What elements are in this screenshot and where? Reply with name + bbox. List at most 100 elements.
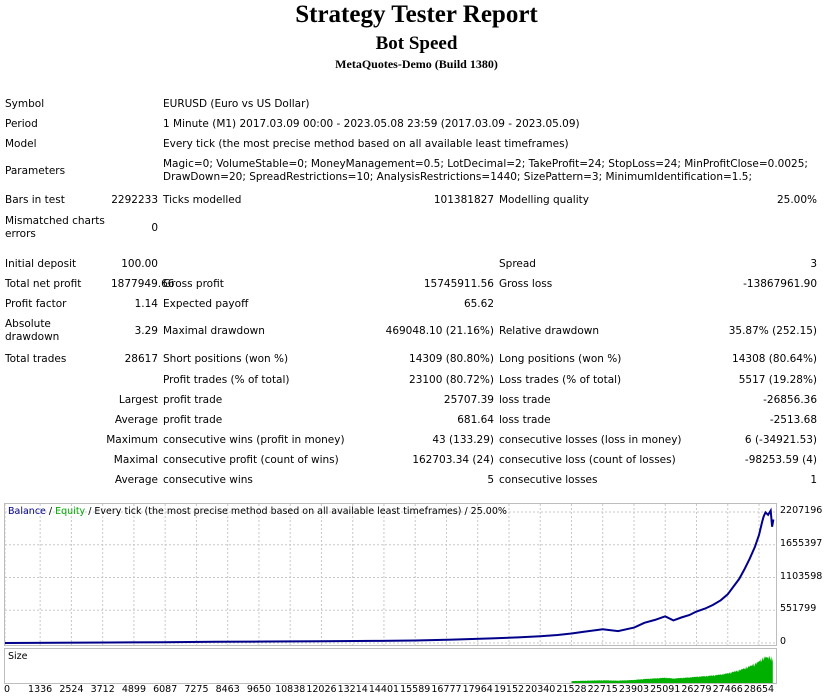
parameters-line-1: Magic=0; VolumeStable=0; MoneyManagement… xyxy=(163,158,808,170)
balance-line xyxy=(5,507,775,644)
balance-chart: Balance / Equity / Every tick (the most … xyxy=(4,503,777,646)
row-symbol: Symbol EURUSD (Euro vs US Dollar) xyxy=(2,94,819,114)
label-average-2: Average xyxy=(114,474,158,486)
value-largest-loss: -26856.36 xyxy=(763,394,818,406)
row-largest: Largest profit trade 25707.39 loss trade… xyxy=(2,390,819,410)
value-model: Every tick (the most precise method base… xyxy=(163,138,569,150)
x-tick-label: 16777 xyxy=(431,684,462,695)
server-build: MetaQuotes-Demo (Build 1380) xyxy=(335,57,498,71)
value-maximal-consecutive-loss: -98253.59 (4) xyxy=(744,454,818,466)
value-average-consecutive-wins: 5 xyxy=(487,474,494,486)
y-tick-label: 1655397 xyxy=(780,537,823,549)
value-gross-loss: -13867961.90 xyxy=(743,278,818,290)
x-tick-label: 12026 xyxy=(306,684,337,695)
legend-separator: / xyxy=(45,506,56,517)
value-max-consecutive-losses: 6 (-34921.53) xyxy=(744,434,818,446)
label-gross-loss: Gross loss xyxy=(499,278,553,290)
label-largest-loss: loss trade xyxy=(499,394,551,406)
x-tick-label: 2524 xyxy=(59,684,84,695)
value-maximal-consecutive-profit: 162703.34 (24) xyxy=(412,454,494,466)
value-period: 1 Minute (M1) 2017.03.09 00:00 - 2023.05… xyxy=(163,118,580,130)
label-maximal-drawdown: Maximal drawdown xyxy=(163,325,265,337)
label-total-trades: Total trades xyxy=(5,353,67,365)
label-spread: Spread xyxy=(499,258,536,270)
label-model: Model xyxy=(5,138,37,150)
size-label: Size xyxy=(8,651,28,662)
row-period: Period 1 Minute (M1) 2017.03.09 00:00 - … xyxy=(2,114,819,134)
row-parameters: Parameters Magic=0; VolumeStable=0; Mone… xyxy=(2,154,819,188)
legend-balance: Balance xyxy=(8,506,46,517)
value-expected-payoff: 65.62 xyxy=(463,298,494,310)
value-short-positions: 14309 (80.80%) xyxy=(409,353,494,365)
x-tick-label: 3712 xyxy=(90,684,115,695)
label-relative-drawdown: Relative drawdown xyxy=(499,325,600,337)
value-max-consecutive-wins: 43 (133.29) xyxy=(432,434,494,446)
balance-chart-svg xyxy=(5,504,776,645)
row-net: Total net profit 1877949.66 Gross profit… xyxy=(2,274,819,294)
label-mismatch: Mismatched charts errors xyxy=(5,215,105,240)
value-maximal-drawdown: 469048.10 (21.16%) xyxy=(385,325,494,337)
legend-description: / Every tick (the most precise method ba… xyxy=(85,506,507,517)
value-average-consecutive-losses: 1 xyxy=(810,474,818,486)
value-absolute-drawdown: 3.29 xyxy=(134,325,158,337)
label-net-profit: Total net profit xyxy=(5,278,82,290)
label-period: Period xyxy=(5,118,38,130)
legend-equity: Equity xyxy=(55,506,86,517)
label-profit-trades: Profit trades (% of total) xyxy=(163,374,290,386)
value-profit-factor: 1.14 xyxy=(134,298,158,310)
value-spread: 3 xyxy=(810,258,818,270)
row-model: Model Every tick (the most precise metho… xyxy=(2,134,819,154)
value-long-positions: 14308 (80.64%) xyxy=(732,353,818,365)
row-profit-trades: Profit trades (% of total) 23100 (80.72%… xyxy=(2,370,819,390)
value-largest-profit: 25707.39 xyxy=(443,394,494,406)
x-tick-label: 25091 xyxy=(650,684,681,695)
label-short-positions: Short positions (won %) xyxy=(163,353,289,365)
report-table: Symbol EURUSD (Euro vs US Dollar) Period… xyxy=(2,94,819,490)
value-average-loss: -2513.68 xyxy=(769,414,818,426)
x-tick-label: 4899 xyxy=(121,684,146,695)
x-tick-label: 7275 xyxy=(184,684,209,695)
value-symbol: EURUSD (Euro vs US Dollar) xyxy=(163,98,310,110)
label-largest-profit: profit trade xyxy=(163,394,223,406)
value-mismatch: 0 xyxy=(151,222,158,234)
row-bars: Bars in test 2292233 Ticks modelled 1013… xyxy=(2,188,819,212)
label-parameters: Parameters xyxy=(5,165,66,177)
label-maximal-consecutive-loss: consecutive loss (count of losses) xyxy=(499,454,676,466)
label-profit-factor: Profit factor xyxy=(5,298,67,310)
label-absolute-drawdown: Absolute drawdown xyxy=(5,318,60,343)
label-maximum: Maximum xyxy=(106,434,158,446)
x-tick-label: 20340 xyxy=(525,684,556,695)
row-average-consecutive: Average consecutive wins 5 consecutive l… xyxy=(2,470,819,490)
report-title: Strategy Tester Report xyxy=(295,1,538,28)
row-deposit: Initial deposit 100.00 Spread 3 xyxy=(2,254,819,274)
size-area xyxy=(571,655,773,683)
label-ticks: Ticks modelled xyxy=(163,194,242,206)
equity-line xyxy=(5,509,774,644)
value-relative-drawdown: 35.87% (252.15) xyxy=(728,325,818,337)
x-tick-label: 23903 xyxy=(618,684,650,695)
x-tick-label: 0 xyxy=(3,684,11,695)
value-quality: 25.00% xyxy=(776,194,818,206)
value-gross-profit: 15745911.56 xyxy=(423,278,494,290)
size-chart: Size xyxy=(4,648,777,684)
label-average-loss: loss trade xyxy=(499,414,551,426)
label-deposit: Initial deposit xyxy=(5,258,77,270)
label-gross-profit: Gross profit xyxy=(163,278,224,290)
chart-legend: Balance / Equity / Every tick (the most … xyxy=(8,506,507,517)
x-tick-label: 28654 xyxy=(743,684,775,695)
report-subtitle: Bot Speed xyxy=(375,33,458,54)
label-expected-payoff: Expected payoff xyxy=(163,298,249,310)
value-profit-trades: 23100 (80.72%) xyxy=(409,374,494,386)
label-long-positions: Long positions (won %) xyxy=(499,353,622,365)
size-chart-svg xyxy=(571,655,773,683)
row-trades: Total trades 28617 Short positions (won … xyxy=(2,348,819,370)
y-tick-label: 551799 xyxy=(780,603,817,615)
label-average: Average xyxy=(114,414,158,426)
x-tick-label: 27466 xyxy=(712,684,743,695)
row-average: Average profit trade 681.64 loss trade -… xyxy=(2,410,819,430)
label-bars: Bars in test xyxy=(5,194,65,206)
label-max-consecutive-losses: consecutive losses (loss in money) xyxy=(499,434,682,446)
x-tick-label: 22715 xyxy=(587,684,618,695)
label-symbol: Symbol xyxy=(5,98,45,110)
x-tick-label: 26279 xyxy=(681,684,712,695)
